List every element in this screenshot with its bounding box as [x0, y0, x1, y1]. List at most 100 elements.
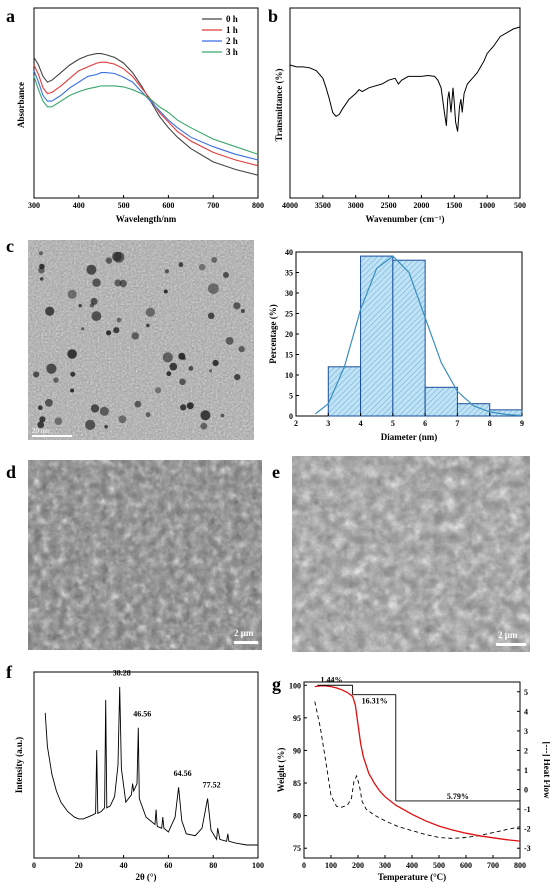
nanoparticle	[131, 332, 139, 340]
chart-b-ftir: 4000 3500 3000 2500 2000 1500 1000 500 Wavenumbe…	[274, 7, 526, 224]
nanoparticle	[54, 417, 63, 426]
nanoparticle	[39, 251, 43, 256]
nanoparticle	[169, 362, 178, 371]
chart-f-xrd: 38.28 46.56 64.56 77.52 0 20 40 60 80 100 2θ (°) In…	[14, 669, 264, 882]
histogram-bar	[392, 259, 426, 417]
axis-y2-tick-label: 4	[524, 707, 528, 716]
sem-e-scale-label: 2 µm	[498, 630, 518, 640]
chart-g-tga: 1.44% 16.31% 5.79% 0 100 200 300 400 500 600 700 80…	[276, 675, 550, 882]
nanoparticle	[208, 283, 219, 294]
panel-label-c: c	[6, 236, 14, 256]
axis-x-tick-label: 100	[325, 861, 337, 870]
axis-x-tick-label: 5	[391, 419, 395, 428]
nanoparticle	[238, 346, 245, 353]
tem-nanoparticles	[33, 251, 245, 430]
peak-label: 77.52	[203, 780, 221, 789]
panel-label-g: g	[272, 674, 281, 694]
nanoparticle	[92, 278, 101, 287]
series-1-line	[33, 61, 259, 167]
nanoparticle	[207, 312, 215, 320]
nanoparticle	[104, 424, 108, 429]
weight-loss-line	[314, 685, 521, 842]
nanoparticle	[90, 297, 98, 305]
axis-y-tick-label: 15	[285, 351, 293, 360]
nanoparticle	[220, 413, 225, 418]
axis-x-tick-label: 6	[423, 419, 427, 428]
sem-d-scale-bar	[234, 641, 258, 644]
axis-y-tick-label: 30	[285, 289, 293, 298]
axis-x-tick-label: 500	[118, 201, 130, 210]
nanoparticle	[116, 317, 122, 323]
nanoparticle	[163, 289, 168, 294]
panel-label-d: d	[6, 462, 16, 482]
axis-x-tick-label: 60	[164, 861, 172, 870]
nanoparticle	[155, 387, 162, 394]
nanoparticle	[45, 306, 55, 316]
axis-x-tick-label: 1500	[446, 201, 462, 210]
axis-y-tick-label: 20	[285, 330, 293, 339]
axis-x-tick-label: 3	[326, 419, 330, 428]
axis-y2-tick-label: -3	[524, 844, 531, 853]
nanoparticle	[114, 279, 122, 287]
axis-y2-tick-label: -2	[524, 825, 531, 834]
axis-x-tick-label: 300	[379, 861, 391, 870]
nanoparticle	[188, 366, 194, 371]
plot-g-frame	[303, 681, 521, 859]
weight-loss-label: 5.79%	[447, 792, 469, 801]
nanoparticle	[145, 307, 155, 317]
axis-y-tick-label: 85	[293, 779, 301, 788]
nanoparticle	[70, 371, 76, 377]
peak-label: 64.56	[174, 769, 192, 778]
nanoparticle	[200, 410, 211, 421]
axis-y-tick-label: 5	[289, 392, 293, 401]
axis-y2-tick-label: 2	[524, 746, 528, 755]
legend-label: 2 h	[226, 36, 238, 46]
panel-label-e: e	[272, 462, 280, 482]
histogram-bar	[360, 255, 394, 417]
nanoparticle	[39, 416, 46, 423]
plot-b-frame	[289, 7, 521, 199]
nanoparticle	[134, 400, 142, 408]
nanoparticle	[145, 412, 151, 418]
axis-x-tick-label: 2000	[413, 201, 429, 210]
axis-x-tick-label: 4	[359, 419, 363, 428]
nanoparticle	[211, 257, 218, 263]
sem-image-e: 2 µm	[292, 456, 530, 652]
axis-x-tick-label: 3000	[348, 201, 364, 210]
nanoparticle	[53, 377, 59, 383]
axis-x-tick-label: 700	[207, 201, 219, 210]
nanoparticle	[38, 405, 43, 411]
nanoparticle	[46, 363, 57, 374]
nanoparticle	[118, 415, 127, 424]
axis-y-tick-label: 0	[289, 412, 293, 421]
plot-f-frame	[33, 671, 259, 859]
axis-x-tick-label: 9	[520, 419, 524, 428]
sem-d-scale-label: 2 µm	[234, 628, 254, 638]
nanoparticle	[112, 251, 122, 262]
nanoparticle	[146, 323, 150, 328]
histogram-bar	[489, 409, 523, 417]
y-axis-label: Weight (%)	[276, 748, 286, 793]
axis-x-tick-label: 80	[209, 861, 217, 870]
sem-e-scale-bar	[496, 643, 526, 646]
series-3-line	[33, 76, 259, 155]
nanoparticle	[225, 337, 234, 345]
axis-x-tick-label: 600	[460, 861, 472, 870]
sem-image-d: 2 µm	[28, 460, 262, 650]
axis-x-tick-label: 2	[294, 419, 298, 428]
nanoparticle	[70, 388, 75, 393]
legend-label: 0 h	[226, 14, 238, 24]
tem-image: 20 nm	[28, 240, 254, 440]
axis-x-tick-label: 500	[514, 201, 526, 210]
nanoparticle	[67, 289, 77, 299]
x-axis-label: 2θ (°)	[135, 872, 156, 882]
nanoparticle	[39, 277, 44, 281]
heat-flow-line	[314, 701, 521, 839]
axis-y-tick-label: 25	[285, 310, 293, 319]
y-axis-label: Percentage (%)	[268, 304, 278, 364]
nanoparticle	[166, 371, 172, 377]
nanoparticle	[180, 404, 187, 411]
tem-scale-label: 20 nm	[32, 427, 50, 435]
legend-label: 1 h	[226, 25, 238, 35]
axis-x-tick-label: 3500	[315, 201, 331, 210]
